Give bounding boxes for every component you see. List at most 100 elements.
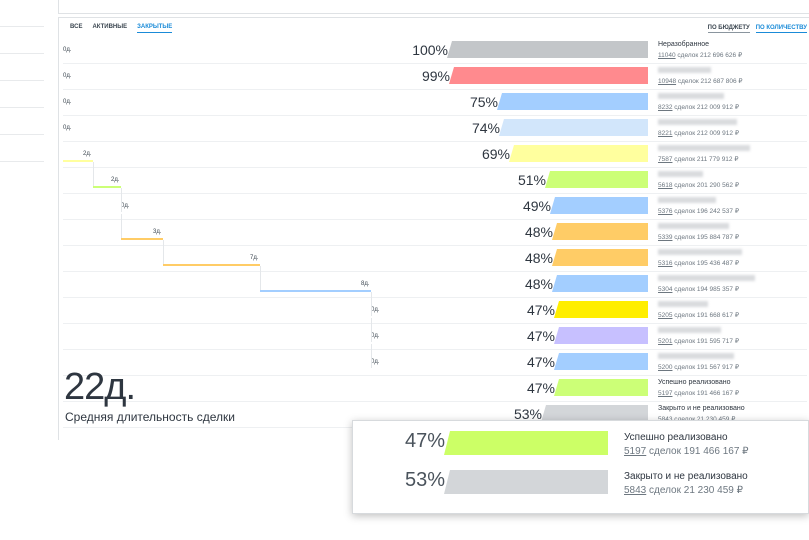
deal-sum: 196 242 537 ₽ xyxy=(696,208,739,215)
sort-by-budget[interactable]: ПО БЮДЖЕТУ xyxy=(707,25,750,33)
funnel-row[interactable]: 69% 7587 сделок 211 779 912 ₽ xyxy=(0,142,809,168)
deal-sum: 195 436 487 ₽ xyxy=(696,260,739,267)
conversion-percent: 53% xyxy=(513,406,542,422)
tab-closed[interactable]: ЗАКРЫТЫЕ xyxy=(137,24,173,33)
duration-label: 0д. xyxy=(63,99,72,105)
conversion-percent: 99% xyxy=(421,68,450,84)
deal-count-link[interactable]: 8221 xyxy=(658,130,673,137)
tab-active[interactable]: АКТИВНЫЕ xyxy=(92,24,128,30)
deal-count-link[interactable]: 5205 xyxy=(658,312,673,319)
zoom-percent: 47% xyxy=(404,430,445,452)
zoom-stage-stats: 5197 сделок 191 466 167 ₽ xyxy=(624,446,749,457)
deal-sum: 212 696 626 ₽ xyxy=(700,52,743,59)
redacted-stage-name xyxy=(658,275,755,282)
deal-count-link[interactable]: 8232 xyxy=(658,104,673,111)
deal-count-link[interactable]: 11040 xyxy=(658,52,676,59)
deal-sum: 195 884 787 ₽ xyxy=(696,234,739,241)
duration-connector xyxy=(371,318,372,342)
deals-word: сделок xyxy=(674,286,696,293)
funnel-row[interactable]: 48% 5339 сделок 195 884 787 ₽ xyxy=(0,220,809,246)
sort-by-count[interactable]: ПО КОЛИЧЕСТВУ xyxy=(755,25,807,33)
zoom-deal-count[interactable]: 5843 xyxy=(624,485,647,496)
zoom-stage-stats: 5843 сделок 21 230 459 ₽ xyxy=(624,485,743,496)
redacted-stage-name xyxy=(658,119,737,126)
row-divider xyxy=(63,245,807,246)
funnel-row[interactable]: 74% 8221 сделок 212 009 912 ₽ xyxy=(0,116,809,142)
funnel-row[interactable]: 47% 5205 сделок 191 668 617 ₽ xyxy=(0,298,809,324)
funnel-bar xyxy=(554,301,648,318)
funnel-bar xyxy=(554,353,648,370)
funnel-bar xyxy=(449,67,648,84)
zoom-deal-count[interactable]: 5197 xyxy=(624,446,647,457)
funnel-bar-shape xyxy=(550,197,648,214)
funnel-row[interactable]: 100% Неразобранное 11040 сделок 212 696 62… xyxy=(0,38,809,64)
funnel-row[interactable]: 47% 5200 сделок 191 567 917 ₽ xyxy=(0,350,809,376)
row-divider xyxy=(63,63,807,64)
deal-count-link[interactable]: 5316 xyxy=(658,260,673,267)
stage-name xyxy=(658,145,750,152)
stage-name xyxy=(658,301,708,308)
deal-count-link[interactable]: 7587 xyxy=(658,156,673,163)
redacted-stage-name xyxy=(658,93,724,100)
stage-stats: 5376 сделок 196 242 537 ₽ xyxy=(658,207,739,215)
deal-count-link[interactable]: 5197 xyxy=(658,390,673,397)
funnel-row[interactable]: 48% 5316 сделок 195 436 487 ₽ xyxy=(0,246,809,272)
stage-stats: 5205 сделок 191 668 617 ₽ xyxy=(658,311,739,319)
deals-word: сделок xyxy=(677,52,699,59)
row-divider xyxy=(63,115,807,116)
deals-word: сделок xyxy=(674,338,696,345)
stage-name xyxy=(658,93,724,100)
redacted-stage-name xyxy=(658,327,721,334)
deal-count-link[interactable]: 5201 xyxy=(658,338,673,345)
tab-all[interactable]: ВСЕ xyxy=(70,24,83,30)
funnel-row[interactable]: 47% Успешно реализовано 5197 сделок 191 46… xyxy=(0,376,809,402)
funnel-bar xyxy=(509,145,648,162)
row-divider xyxy=(63,219,807,220)
deal-sum: 194 985 357 ₽ xyxy=(696,286,739,293)
divider xyxy=(0,161,44,162)
stage-stats: 5339 сделок 195 884 787 ₽ xyxy=(658,233,739,241)
conversion-percent: 47% xyxy=(526,302,555,318)
conversion-percent: 48% xyxy=(524,250,553,266)
funnel-bar-shape xyxy=(499,119,648,136)
stage-name xyxy=(658,119,737,126)
deal-count-link[interactable]: 5200 xyxy=(658,364,673,371)
row-divider xyxy=(63,401,807,402)
duration-label: 0д. xyxy=(371,359,380,365)
funnel-row[interactable]: 51% 5618 сделок 201 290 562 ₽ xyxy=(0,168,809,194)
deal-count-link[interactable]: 5339 xyxy=(658,234,673,241)
deal-count-link[interactable]: 5618 xyxy=(658,182,673,189)
zoom-callout: 47% Успешно реализовано 5197 сделок 191 … xyxy=(352,420,809,514)
funnel-row[interactable]: 75% 8232 сделок 212 009 912 ₽ xyxy=(0,90,809,116)
average-duration-value: 22д. xyxy=(64,366,136,408)
funnel-bar-shape xyxy=(554,379,648,396)
duration-label: 3д. xyxy=(153,229,162,235)
conversion-percent: 47% xyxy=(526,354,555,370)
deal-count-link[interactable]: 5843 xyxy=(658,416,672,423)
deal-sum: 201 290 562 ₽ xyxy=(696,182,739,189)
funnel-row[interactable]: 48% 5304 сделок 194 985 357 ₽ xyxy=(0,272,809,298)
duration-segment xyxy=(93,186,121,188)
zoom-stage-name: Успешно реализовано xyxy=(624,432,728,443)
stage-name: Закрыто и не реализовано xyxy=(658,405,745,412)
deal-count-link[interactable]: 5376 xyxy=(658,208,673,215)
deal-count-link[interactable]: 5304 xyxy=(658,286,673,293)
deals-word: сделок xyxy=(674,260,696,267)
deals-word: сделок xyxy=(674,130,696,137)
funnel-row[interactable]: 49% 5376 сделок 196 242 537 ₽ xyxy=(0,194,809,220)
row-divider xyxy=(63,297,807,298)
duration-connector xyxy=(163,240,164,264)
zoom-stage-name: Закрыто и не реализовано xyxy=(624,471,748,482)
zoom-row-success[interactable]: 47% Успешно реализовано 5197 сделок 191 … xyxy=(353,424,809,464)
deal-sum: 211 779 912 ₽ xyxy=(696,156,739,163)
divider xyxy=(0,53,44,54)
deals-word: сделок xyxy=(674,208,696,215)
redacted-stage-name xyxy=(658,67,711,74)
funnel-row[interactable]: 99% 10948 сделок 212 687 806 ₽ xyxy=(0,64,809,90)
zoom-percent: 53% xyxy=(404,469,445,491)
zoom-row-failed[interactable]: 53% Закрыто и не реализовано 5843 сделок… xyxy=(353,463,809,503)
deal-count-link[interactable]: 10948 xyxy=(658,78,677,85)
funnel-bar-shape xyxy=(554,353,648,370)
funnel-bar-shape xyxy=(552,275,648,292)
funnel-row[interactable]: 47% 5201 сделок 191 595 717 ₽ xyxy=(0,324,809,350)
